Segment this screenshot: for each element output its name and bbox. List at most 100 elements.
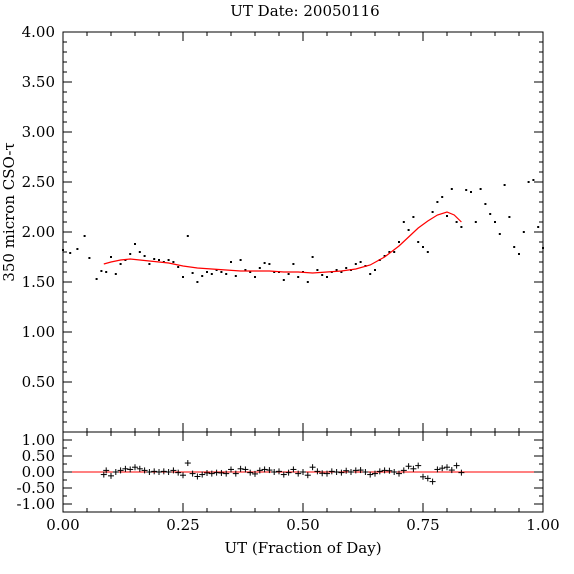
data-point (340, 271, 343, 273)
x-tick-label: 0.00 (46, 516, 79, 534)
residual-point (405, 463, 412, 470)
residual-point (300, 469, 306, 475)
residual-point (285, 469, 292, 476)
data-point (143, 255, 146, 257)
data-point (196, 281, 199, 283)
top-panel-y-axis-label: 350 micron CSO-τ (0, 142, 18, 281)
residual-point (146, 469, 153, 475)
data-point (172, 261, 175, 263)
data-point (508, 216, 511, 218)
residual-point (199, 471, 206, 478)
x-tick-label: 0.50 (286, 516, 319, 534)
bottom-y-tick-label: -1.00 (17, 495, 55, 513)
residual-point (261, 466, 268, 473)
residual-points (100, 460, 465, 485)
data-point (258, 267, 261, 269)
residual-point (132, 464, 138, 471)
top-panel-ticks (62, 31, 544, 433)
bottom-y-tick-label: 1.00 (22, 431, 55, 449)
residual-point (448, 467, 455, 474)
residual-point (151, 468, 158, 475)
top-y-tick-label: 3.50 (22, 73, 55, 91)
data-point (388, 251, 391, 253)
data-point (110, 256, 112, 258)
data-point (436, 201, 439, 203)
data-point (287, 273, 290, 275)
bottom-panel-y-tick-labels: -1.00-0.500.000.501.00 (17, 431, 55, 513)
residual-point (314, 468, 321, 475)
data-point (374, 269, 376, 271)
data-point (100, 270, 103, 272)
data-point (431, 211, 434, 213)
data-point (119, 263, 122, 265)
data-point (129, 253, 132, 255)
x-tick-label: 1.00 (526, 516, 559, 534)
data-point (498, 233, 501, 235)
data-point (426, 251, 429, 253)
data-point (297, 276, 300, 278)
data-point (311, 256, 314, 258)
top-y-tick-label: 4.00 (22, 23, 55, 41)
data-point (239, 259, 242, 261)
data-point (249, 271, 252, 273)
top-panel-frame (62, 31, 544, 433)
data-point (292, 263, 295, 265)
residual-point (343, 467, 350, 474)
top-y-tick-label: 2.50 (22, 173, 55, 191)
data-point (446, 215, 448, 217)
data-point (450, 188, 453, 190)
data-point (62, 249, 64, 251)
residual-point (391, 469, 398, 475)
bottom-y-tick-label: 0.50 (22, 447, 55, 465)
data-point (470, 191, 472, 193)
data-point (263, 262, 266, 264)
data-point (186, 235, 189, 237)
data-point (417, 241, 420, 243)
residual-point (276, 468, 282, 475)
data-point (532, 179, 535, 181)
data-point (88, 257, 91, 259)
residual-point (357, 467, 364, 474)
chart-title: UT Date: 20050116 (230, 2, 379, 20)
data-point (479, 188, 482, 190)
data-point (225, 273, 228, 275)
residual-point (189, 470, 196, 477)
data-point (167, 259, 170, 261)
residual-point (290, 466, 297, 473)
data-point (345, 267, 348, 269)
data-point (134, 243, 136, 245)
top-panel-y-tick-labels: 0.50 1.00 1.50 2.00 2.50 3.00 3.50 4.00 (22, 23, 55, 391)
data-point (153, 258, 156, 260)
data-point (69, 252, 72, 254)
residual-point (304, 472, 311, 479)
data-point (537, 226, 540, 228)
data-point (441, 196, 444, 198)
top-y-tick-label: 3.00 (22, 123, 55, 141)
data-point (527, 181, 530, 183)
residual-point (237, 465, 244, 472)
residual-point (122, 465, 129, 472)
residual-point (415, 462, 422, 469)
data-point (95, 278, 98, 280)
residual-point (295, 470, 302, 477)
residual-point (333, 469, 340, 475)
residual-point (434, 466, 441, 473)
data-point (455, 221, 458, 223)
residual-point (424, 475, 431, 482)
residual-point (348, 469, 354, 475)
residual-point (429, 478, 436, 485)
residual-point (324, 470, 330, 477)
data-point (105, 271, 108, 273)
residual-point (271, 469, 278, 475)
data-point (518, 253, 520, 255)
data-point (484, 203, 487, 205)
data-point (359, 261, 362, 263)
residual-point (367, 471, 374, 478)
residual-point (247, 469, 254, 476)
residual-point (444, 464, 450, 471)
residual-point (112, 469, 119, 475)
x-tick-label: 0.75 (406, 516, 439, 534)
data-point (215, 269, 218, 271)
data-point (412, 216, 415, 218)
residual-point (439, 465, 446, 472)
